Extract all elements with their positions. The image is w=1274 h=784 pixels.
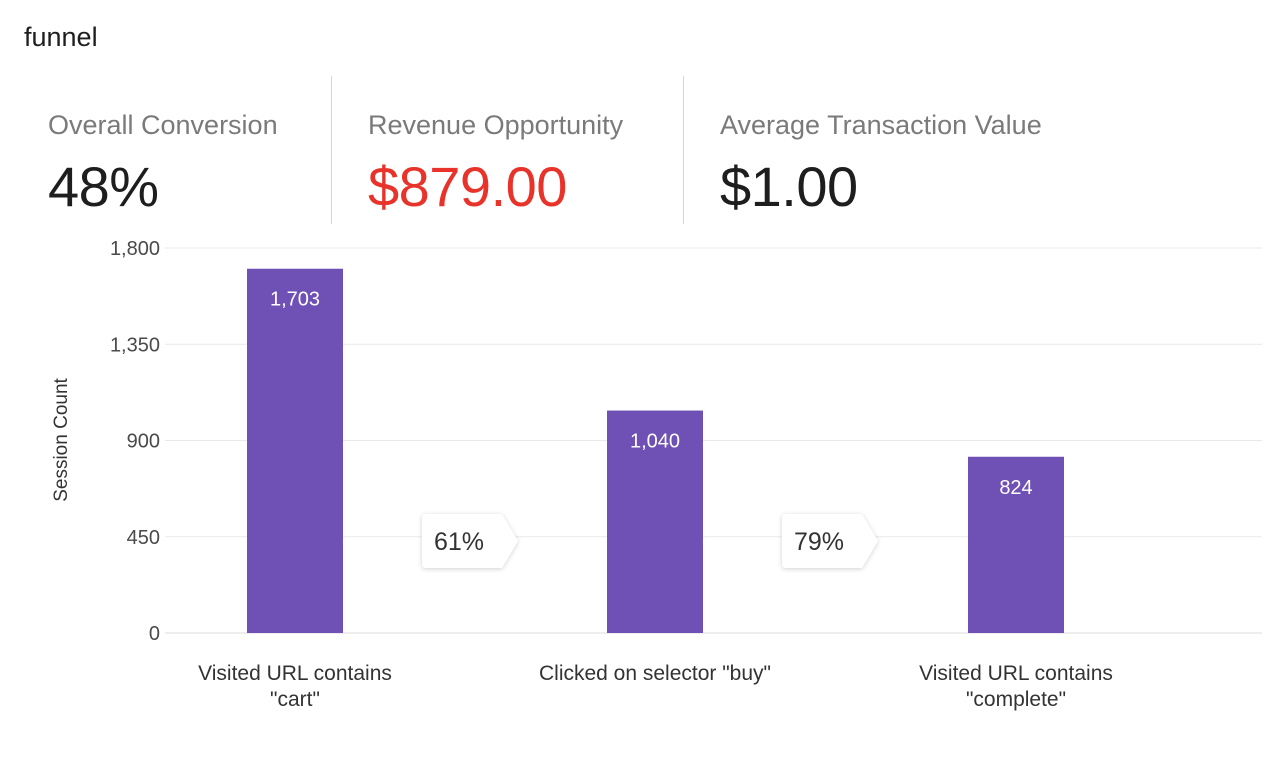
bar <box>247 268 343 633</box>
conversion-tags: 61% 79% <box>422 514 878 568</box>
y-axis-title: Session Count <box>51 377 72 501</box>
x-axis-categories: Visited URL contains "cart" Clicked on sel… <box>198 662 1113 711</box>
bar <box>607 410 703 633</box>
funnel-bar-chart: 0 450 900 1,350 1,800 Session Count 1,703 1,0… <box>51 238 1262 711</box>
y-tick-label: 900 <box>127 431 160 453</box>
metric-divider <box>331 76 332 224</box>
metrics-panel: Overall Conversion 48% Revenue Opportuni… <box>0 76 1274 224</box>
revenue-opportunity-value: $879.00 <box>368 155 567 218</box>
conversion-tag <box>782 514 878 568</box>
y-tick-label: 450 <box>127 527 160 549</box>
overall-conversion-label: Overall Conversion <box>48 110 278 140</box>
grid-lines <box>165 247 1262 634</box>
average-transaction-value-value: $1.00 <box>720 155 858 218</box>
y-axis-ticks: 0 450 900 1,350 1,800 <box>110 238 160 645</box>
conversion-rate-label: 61% <box>434 528 484 556</box>
average-transaction-value-label: Average Transaction Value <box>720 110 1042 140</box>
metric-divider <box>683 76 684 224</box>
revenue-opportunity-label: Revenue Opportunity <box>368 110 624 140</box>
x-category-label: Clicked on selector "buy" <box>539 662 771 685</box>
y-tick-label: 1,800 <box>110 238 160 260</box>
overall-conversion-value: 48% <box>48 155 159 218</box>
conversion-tag <box>422 514 518 568</box>
page-title: funnel <box>24 22 98 52</box>
bar-value-label: 1,040 <box>630 431 680 453</box>
bar-value-label: 824 <box>999 477 1032 499</box>
bar <box>968 456 1064 633</box>
y-tick-label: 1,350 <box>110 334 160 356</box>
bar-value-label: 1,703 <box>270 289 320 311</box>
conversion-rate-label: 79% <box>794 528 844 556</box>
y-tick-label: 0 <box>149 623 160 645</box>
bars: 1,703 1,040 824 <box>247 268 1064 633</box>
x-category-label: Visited URL contains "complete" <box>919 662 1113 711</box>
x-category-label: Visited URL contains "cart" <box>198 662 392 711</box>
